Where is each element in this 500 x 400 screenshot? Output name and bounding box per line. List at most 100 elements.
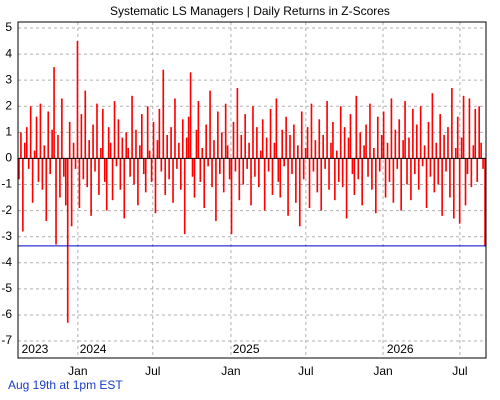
bar [456,116,459,159]
bar [480,142,482,159]
bar [359,132,362,159]
bar [252,106,254,159]
bar [96,103,98,159]
bar [31,158,34,203]
bar [285,116,287,159]
bar [250,158,252,206]
bar [166,134,168,159]
bar [425,158,428,208]
bar [24,142,26,159]
bar [100,148,102,159]
bar [431,93,434,159]
bar [240,134,243,159]
bar [197,101,200,159]
bar [164,158,167,195]
bar [178,142,180,159]
bar [168,158,170,180]
bar [378,158,381,172]
bar [232,121,235,159]
bar [336,150,338,159]
bar [144,158,147,193]
bar [472,145,475,159]
bar [125,132,128,159]
bar [248,142,250,159]
chart-title: Systematic LS Managers | Daily Returns i… [110,4,390,18]
bar [328,158,330,190]
bar [330,142,332,159]
year-label: 2023 [22,342,49,356]
bar [324,158,326,169]
bar [437,158,440,185]
bar [68,121,71,159]
bar [213,140,215,159]
bar [72,142,75,159]
bar [400,158,402,211]
year-label: 2024 [80,342,107,356]
bar [228,158,231,180]
bar [265,137,268,159]
bar [244,114,246,159]
bar [217,111,219,159]
y-tick-label: 3 [5,72,12,86]
bar [300,111,303,159]
bar [123,158,126,219]
bar [191,158,194,177]
bar [390,98,393,159]
bar [281,129,284,159]
bar [408,137,410,159]
bar [441,158,443,216]
bar [380,134,383,159]
bar [365,124,367,159]
bar [283,158,285,167]
bar [121,137,124,159]
bar [291,158,293,175]
bar [215,158,217,222]
bar [449,158,451,198]
bar [203,158,206,208]
bar [41,158,44,190]
bar [476,158,479,182]
bar [152,121,155,159]
bar [220,132,223,159]
bar [445,158,447,172]
bar [337,158,340,182]
bar [238,158,241,201]
bar [273,142,276,159]
bar [187,116,190,159]
bar [135,129,137,159]
bar [267,158,270,172]
bar [102,108,104,159]
y-tick-label: 4 [5,46,12,60]
bar [447,127,449,159]
bar [189,72,192,159]
bar [256,127,258,159]
bar [312,158,315,172]
bar [306,127,309,159]
bar [332,121,334,159]
bar [61,98,63,159]
bar [376,116,379,159]
bar [339,106,342,159]
bar [18,158,20,180]
bar [261,119,264,159]
bar [176,158,178,169]
bar [119,158,122,190]
bar [170,127,172,159]
bar [246,158,248,169]
plot-frame [17,21,487,359]
bar [78,158,81,208]
y-tick-label: -5 [1,281,12,295]
bar [275,98,278,159]
bar [211,158,213,188]
bar [64,158,67,206]
bar [417,158,420,190]
bar [419,106,422,159]
bar [39,103,42,159]
bar [322,134,324,159]
bar [160,158,163,172]
bar [70,158,73,227]
bar [326,101,328,159]
bar [375,158,377,214]
bar [27,158,30,169]
bar [310,103,313,159]
